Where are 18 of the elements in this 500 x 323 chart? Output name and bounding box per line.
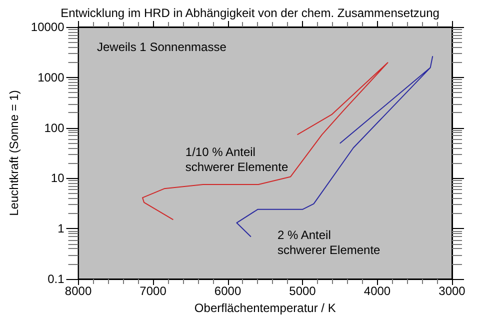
x-tick-label: 4000 [364,284,391,298]
y-tick-label: 100 [44,120,65,135]
x-tick-label: 5000 [289,284,316,298]
x-tick-label: 7000 [140,284,167,298]
y-tick-label: 10000 [30,20,65,34]
y-tick-label: 1000 [38,70,65,84]
chart-title: Entwicklung im HRD in Abhängigkeit von der chem. Zusammensetzung [60,6,440,20]
series-label: 1/10 % Anteil schwerer Elemente [185,144,288,174]
y-tick-label: 10 [50,171,65,186]
y-tick-label: 1 [58,222,65,236]
y-tick-label: 0.1 [48,272,65,286]
x-tick-label: 3000 [438,284,466,298]
x-tick-label: 8000 [64,284,92,298]
x-axis-title: Oberflächentemperatur / K [194,300,336,315]
annotation: Jeweils 1 Sonnenmasse [97,40,227,54]
y-axis-title: Leuchtkraft (Sonne = 1) [7,90,21,216]
series-label: 2 % Anteil schwerer Elemente [278,228,381,257]
x-tick-label: 6000 [214,284,242,298]
